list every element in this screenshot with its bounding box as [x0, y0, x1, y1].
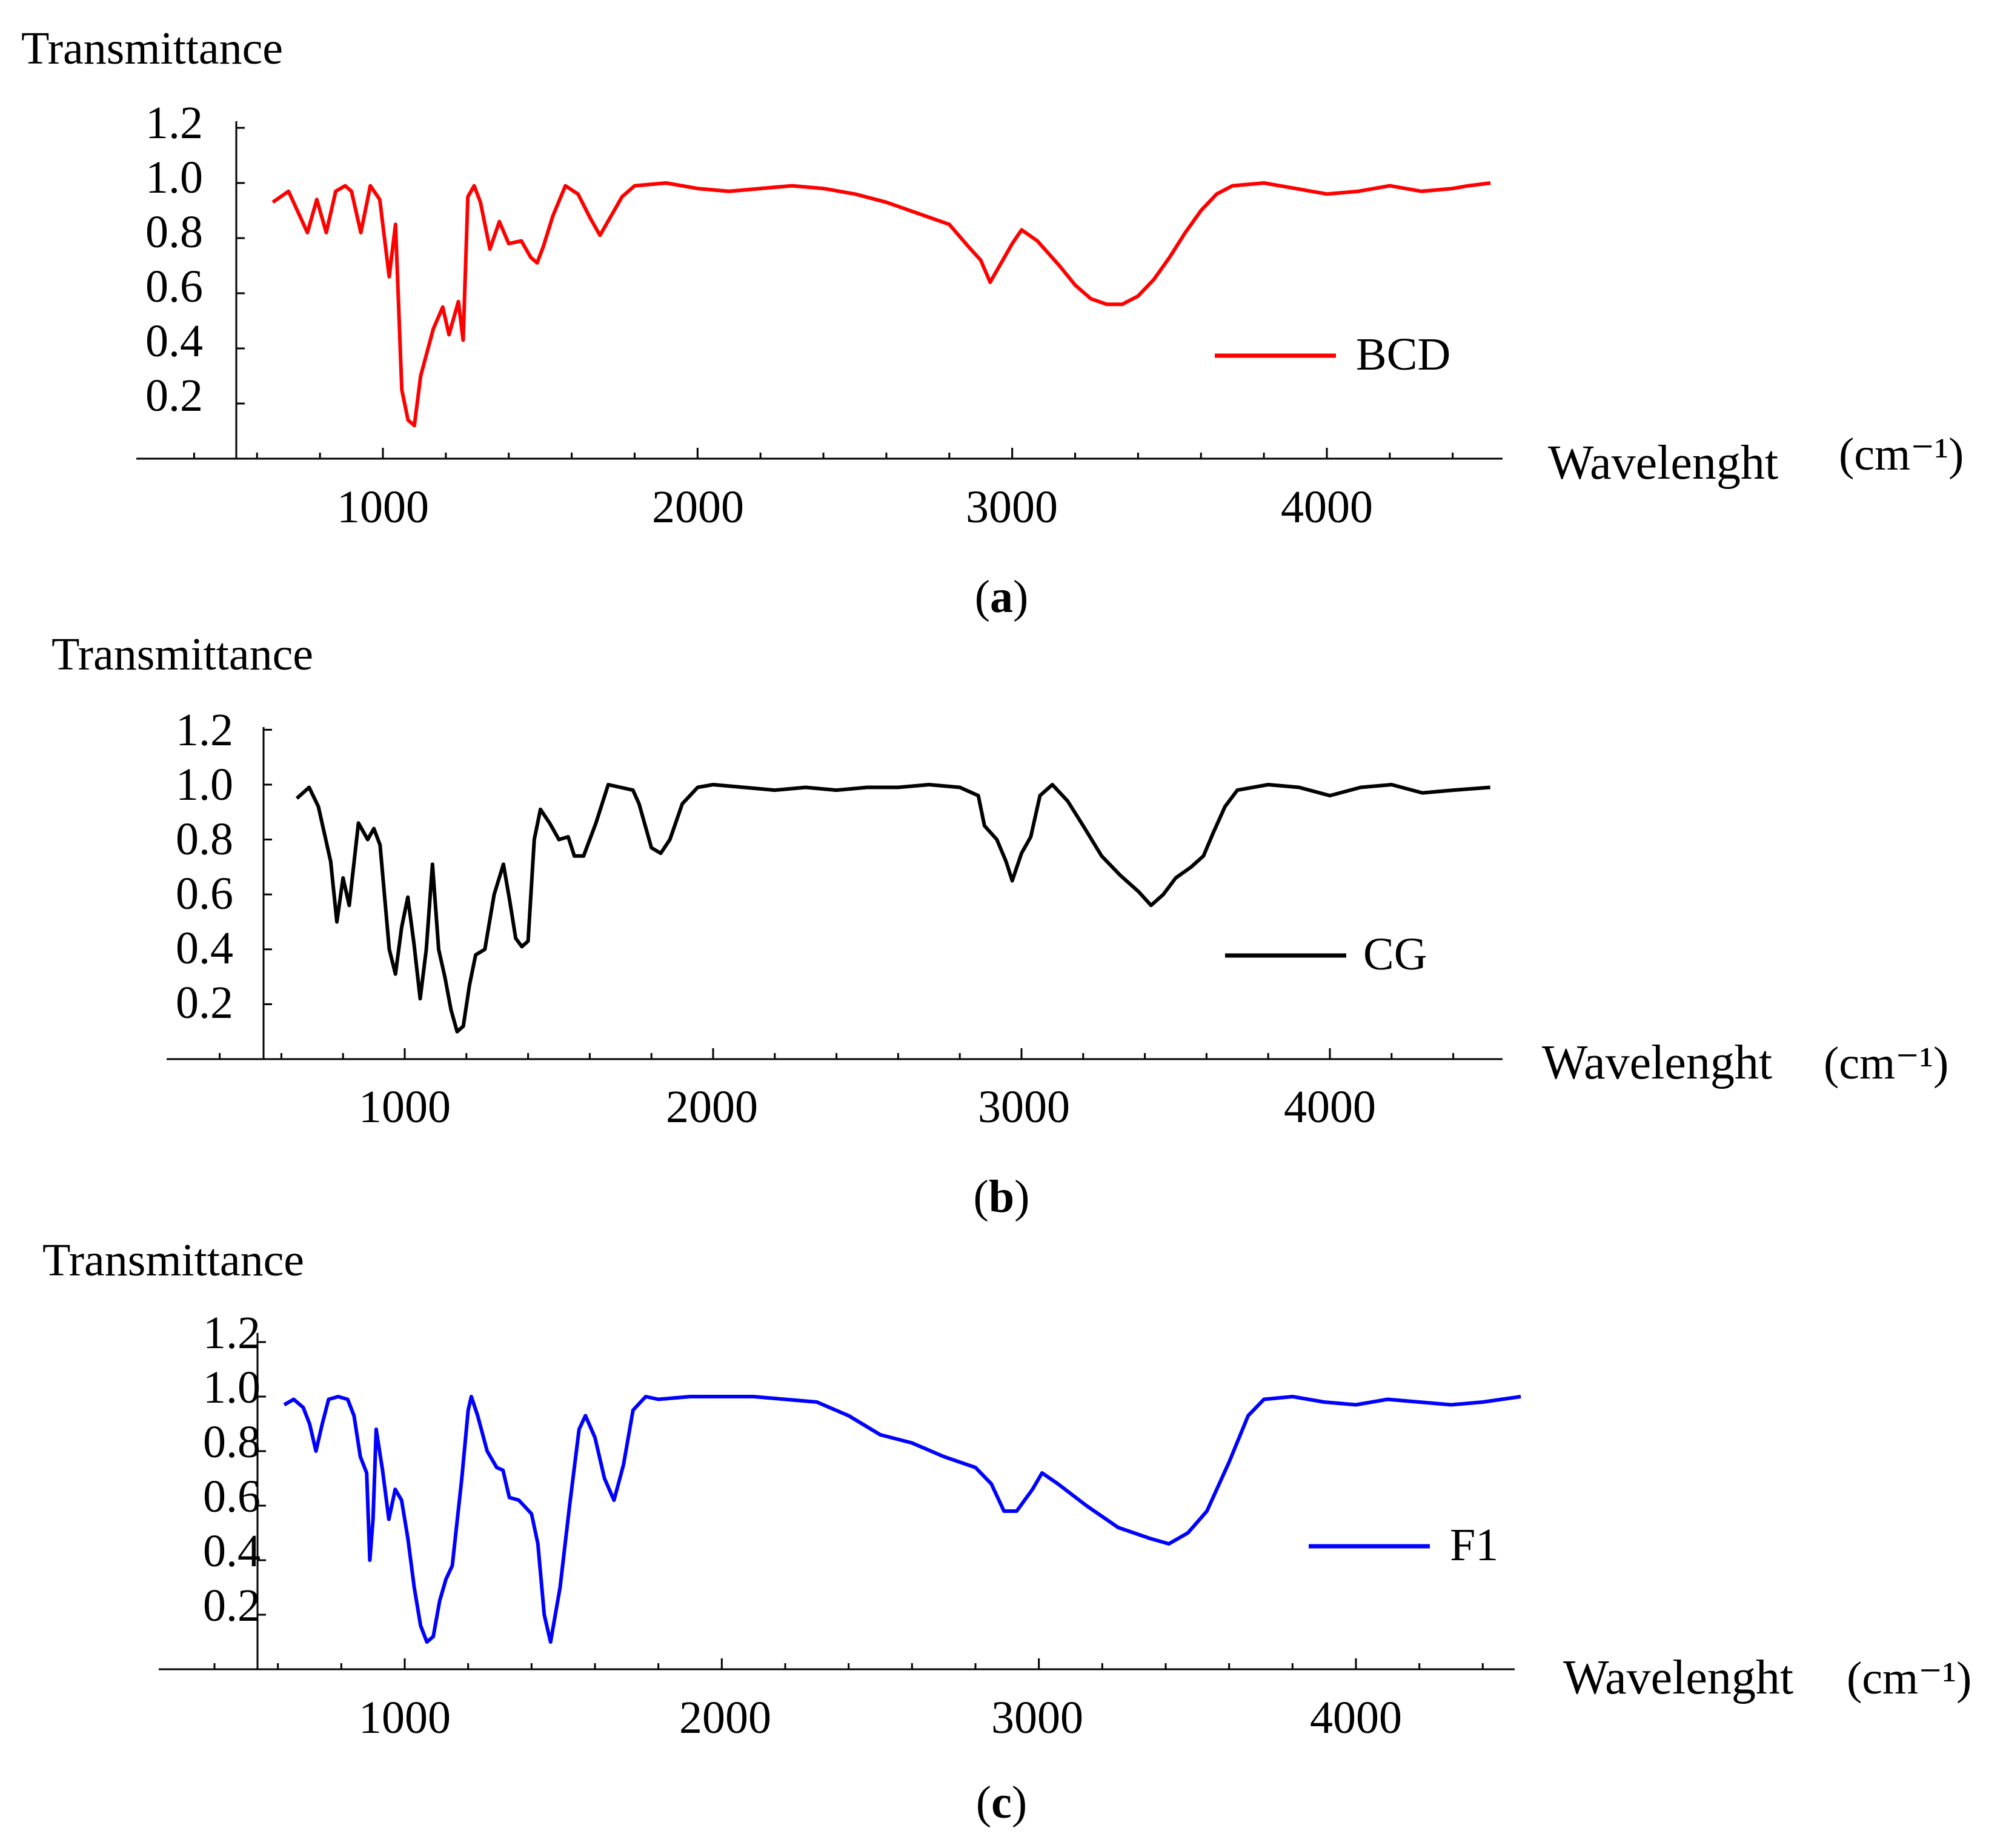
y-tick-label: 1.0 [203, 1362, 261, 1413]
y-tick-label: 0.8 [176, 814, 233, 865]
y-tick-labels: 1.2 1.0 0.8 0.6 0.4 0.2 [145, 98, 203, 421]
panel-label-b: (b) [974, 1171, 1030, 1222]
y-tick-label: 0.4 [176, 923, 233, 974]
y-tick-label: 0.4 [145, 316, 203, 367]
chart-c-svg: Transmittance 1.2 1.0 0.8 0.6 0.4 0.2 10… [42, 1235, 1971, 1828]
x-tick-labels: 1000 2000 3000 4000 [337, 482, 1373, 533]
series-line-bcd [271, 181, 1491, 428]
y-tick-label: 0.2 [145, 370, 203, 421]
legend-label-cg: CG [1363, 929, 1427, 980]
x-axis-unit: (cm⁻¹) [1839, 429, 1964, 480]
chart-a-svg: Transmittance 1.2 1.0 0.8 0.6 0.4 0.2 10… [21, 23, 1964, 622]
x-tick-label: 1000 [337, 482, 429, 533]
y-tick-label: 0.2 [176, 977, 233, 1028]
x-tick-labels: 1000 2000 3000 4000 [359, 1082, 1376, 1132]
y-tick-label: 0.6 [203, 1471, 261, 1522]
y-tick-label: 0.6 [145, 261, 203, 312]
y-tick-label: 1.2 [176, 705, 233, 756]
x-tick-label: 3000 [991, 1692, 1083, 1743]
x-tick-label: 3000 [978, 1082, 1070, 1132]
y-axis-label: Transmittance [21, 23, 283, 74]
x-tick-label: 4000 [1281, 482, 1373, 533]
y-tick-label: 0.8 [145, 207, 203, 258]
x-tick-label: 2000 [652, 482, 744, 533]
panel-label-text: b [989, 1171, 1014, 1222]
x-tick-label: 1000 [359, 1082, 451, 1132]
x-tick-label: 1000 [359, 1692, 451, 1743]
panel-label-a: (a) [975, 571, 1029, 622]
x-tick-label: 3000 [966, 482, 1058, 533]
x-axis-unit: (cm⁻¹) [1824, 1038, 1948, 1089]
panel-label-text: a [990, 571, 1013, 622]
legend-label-bcd: BCD [1356, 329, 1450, 380]
x-tick-label: 4000 [1310, 1692, 1402, 1743]
x-tick-labels: 1000 2000 3000 4000 [359, 1692, 1402, 1743]
y-tick-label: 0.8 [203, 1417, 261, 1467]
x-tick-label: 2000 [666, 1082, 758, 1132]
y-tick-label: 1.2 [145, 98, 203, 148]
x-tick-label: 2000 [679, 1692, 771, 1743]
y-tick-labels: 1.2 1.0 0.8 0.6 0.4 0.2 [176, 705, 233, 1028]
series-bcd [271, 181, 1491, 428]
y-tick-labels: 1.2 1.0 0.8 0.6 0.4 0.2 [203, 1308, 261, 1631]
panel-a: Transmittance 1.2 1.0 0.8 0.6 0.4 0.2 10… [0, 0, 2003, 622]
x-axis-label: Wavelenght [1542, 1036, 1772, 1089]
series-line-cg [295, 783, 1490, 1034]
y-tick-label: 1.2 [203, 1308, 261, 1358]
y-tick-label: 1.0 [145, 152, 203, 203]
y-tick-label: 0.4 [203, 1526, 261, 1577]
y-tick-label: 0.2 [203, 1580, 261, 1631]
legend-label-f1: F1 [1450, 1520, 1498, 1570]
x-tick-label: 4000 [1284, 1082, 1376, 1132]
series-f1 [283, 1395, 1521, 1644]
chart-b-svg: Transmittance 1.2 1.0 0.8 0.6 0.4 0.2 10… [51, 629, 1948, 1222]
y-tick-label: 0.6 [176, 868, 233, 919]
panel-c: Transmittance 1.2 1.0 0.8 0.6 0.4 0.2 10… [0, 1212, 2003, 1848]
panel-label-c: (c) [976, 1777, 1027, 1828]
panel-label-text: c [991, 1777, 1012, 1828]
y-tick-label: 1.0 [176, 759, 233, 810]
series-line-f1 [283, 1395, 1521, 1644]
y-axis-label: Transmittance [51, 629, 313, 680]
series-cg [295, 783, 1490, 1034]
x-axis-unit: (cm⁻¹) [1847, 1653, 1971, 1704]
x-axis-label: Wavelenght [1563, 1651, 1793, 1704]
x-axis-label: Wavelenght [1548, 436, 1778, 490]
y-axis-label: Transmittance [42, 1235, 304, 1286]
panel-b: Transmittance 1.2 1.0 0.8 0.6 0.4 0.2 10… [0, 606, 2003, 1222]
